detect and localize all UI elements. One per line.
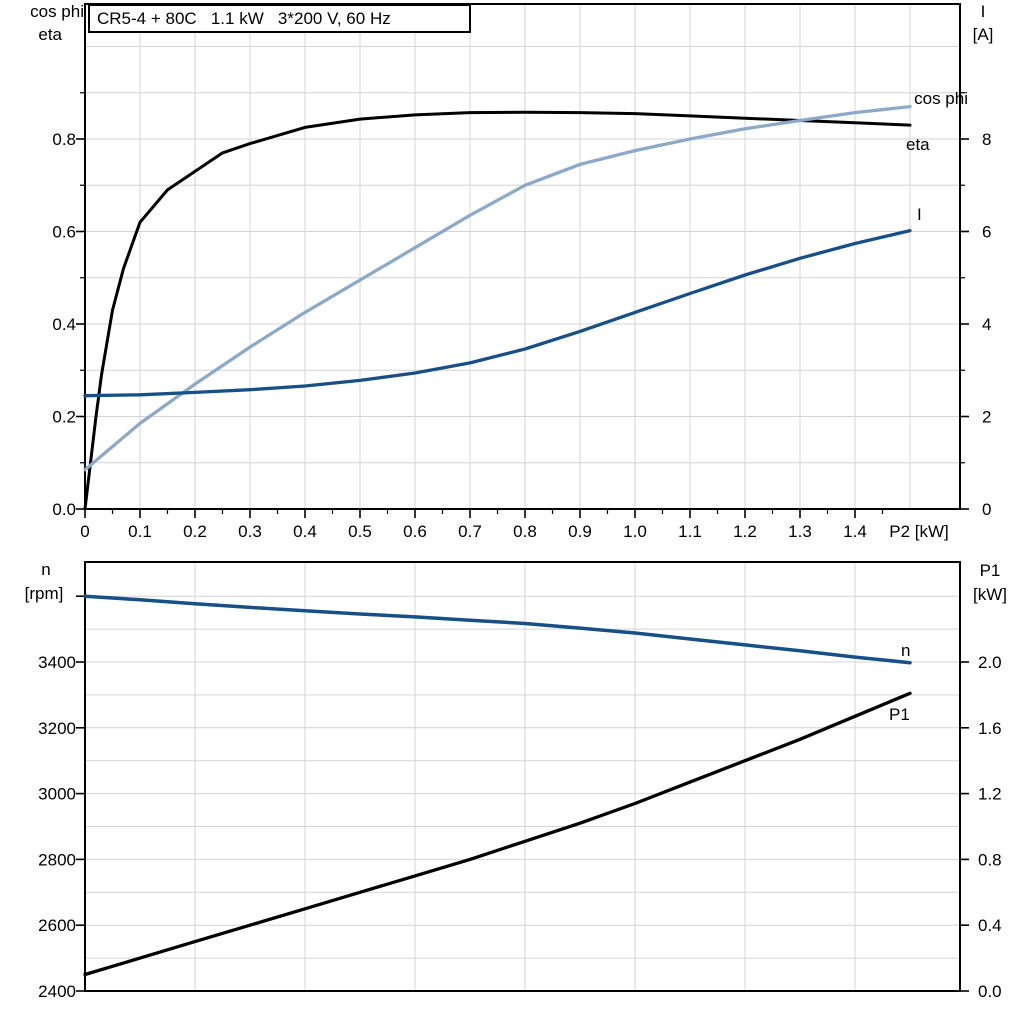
x-tick-label: 0.1 — [128, 522, 152, 541]
eta-curve-label: eta — [906, 135, 930, 154]
bottom-chart-frame — [84, 561, 961, 992]
x-tick-label: 0.7 — [458, 522, 482, 541]
P1-curve — [83, 691, 912, 977]
left-tick-label: 3400 — [38, 653, 76, 672]
left-tick-label: 0.8 — [52, 130, 76, 149]
right-tick-label: 0.4 — [978, 916, 1002, 935]
cos-phi-curve — [83, 104, 912, 472]
n-curve-label: n — [901, 641, 910, 660]
x-tick-label: 1.0 — [623, 522, 647, 541]
right-tick-label: 2 — [982, 408, 991, 427]
left-tick-label: 2600 — [38, 916, 76, 935]
i-curve-label: I — [917, 205, 922, 224]
bottom-right-axis-title-kw-unit: [kW] — [973, 585, 1007, 604]
eta-curve — [83, 110, 912, 511]
chart-title-box: CR5-4 + 80C 1.1 kW 3*200 V, 60 Hz — [88, 4, 471, 33]
left-tick-label: 2800 — [38, 850, 76, 869]
right-tick-label: 6 — [982, 223, 991, 242]
bottom-left-axis-title-rpm-unit: [rpm] — [24, 584, 64, 603]
I-curve — [83, 228, 912, 398]
top-left-axis-title-cos-phi: cos phi — [30, 2, 84, 21]
right-tick-label: 1.2 — [978, 785, 1002, 804]
top-right-axis-title-a-unit: [A] — [972, 25, 994, 44]
left-tick-label: 0.2 — [52, 408, 76, 427]
x-tick-label: 0.2 — [183, 522, 207, 541]
cos-phi-curve-label: cos phi — [914, 89, 968, 108]
x-tick-label: 0.6 — [403, 522, 427, 541]
right-tick-label: 4 — [982, 315, 991, 334]
left-tick-label: 3200 — [38, 719, 76, 738]
right-tick-label: 8 — [982, 130, 991, 149]
x-tick-label: 1.3 — [788, 522, 812, 541]
x-tick-label: 0.9 — [568, 522, 592, 541]
x-tick-label: 0.8 — [513, 522, 537, 541]
x-tick-label: 0.3 — [238, 522, 262, 541]
top-left-axis-title-eta: eta — [38, 25, 62, 44]
right-tick-label: 2.0 — [978, 653, 1002, 672]
x-tick-label: 0 — [80, 522, 89, 541]
x-tick-label: 0.4 — [293, 522, 317, 541]
x-tick-label: 1.2 — [733, 522, 757, 541]
bottom-left-axis-title-n: n — [41, 560, 51, 579]
p1-curve-label: P1 — [889, 705, 910, 724]
right-tick-label: 0.0 — [978, 982, 1002, 1001]
top-right-axis-title-i: I — [980, 2, 986, 21]
right-tick-label: 1.6 — [978, 719, 1002, 738]
left-tick-label: 0.6 — [52, 223, 76, 242]
left-tick-label: 0.0 — [52, 500, 76, 519]
left-tick-label: 3000 — [38, 785, 76, 804]
top-chart-frame — [84, 3, 961, 510]
bottom-right-axis-title-p1: P1 — [979, 561, 1001, 580]
x-tick-label: 1.4 — [843, 522, 867, 541]
n-curve — [83, 594, 912, 665]
x-axis-title: P2 [kW] — [889, 522, 949, 541]
left-tick-label: 0.4 — [52, 315, 76, 334]
x-tick-label: 0.5 — [348, 522, 372, 541]
x-tick-label: 1.1 — [678, 522, 702, 541]
right-tick-label: 0 — [982, 500, 991, 519]
left-tick-label: 2400 — [38, 982, 76, 1001]
right-tick-label: 0.8 — [978, 850, 1002, 869]
